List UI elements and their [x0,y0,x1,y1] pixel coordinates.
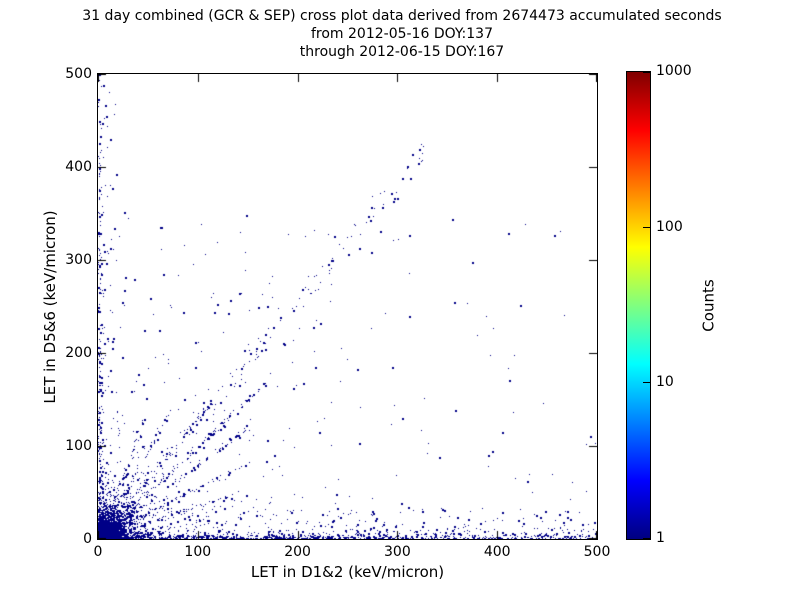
colorbar-tick-label: 1 [656,530,665,546]
x-tick-label: 200 [284,544,311,560]
colorbar-label: Counts [699,279,718,332]
x-tick-label: 500 [583,544,611,560]
scatter-canvas [98,74,597,539]
y-tick-label: 0 [83,531,92,547]
x-tick-label: 0 [93,544,103,560]
y-tick-label: 100 [65,438,92,454]
colorbar-tick-mark [643,382,650,384]
plot-area [97,73,598,540]
title-line-1: 31 day combined (GCR & SEP) cross plot d… [82,8,722,24]
colorbar-tick-mark [643,72,650,73]
x-tick-label: 400 [483,544,511,560]
chart-title: 31 day combined (GCR & SEP) cross plot d… [2,7,800,61]
title-line-3: through 2012-06-15 DOY:167 [299,44,505,60]
y-tick-label: 500 [65,66,92,82]
colorbar-tick-label: 100 [656,218,683,235]
y-axis-label: LET in D5&6 (keV/micron) [41,210,59,404]
y-tick-label: 200 [65,345,92,361]
colorbar-tick-mark [643,538,650,539]
x-tick-label: 100 [184,544,212,560]
x-tick-label: 300 [384,544,411,560]
x-axis-label: LET in D1&2 (keV/micron) [250,563,445,581]
colorbar-tick-label: 1000 [656,63,692,79]
title-line-2: from 2012-05-16 DOY:137 [310,26,493,42]
y-tick-label: 300 [65,252,92,268]
colorbar [626,71,651,540]
colorbar-tick-mark [643,226,650,228]
y-tick-label: 400 [65,159,92,175]
colorbar-tick-label: 10 [656,374,674,391]
